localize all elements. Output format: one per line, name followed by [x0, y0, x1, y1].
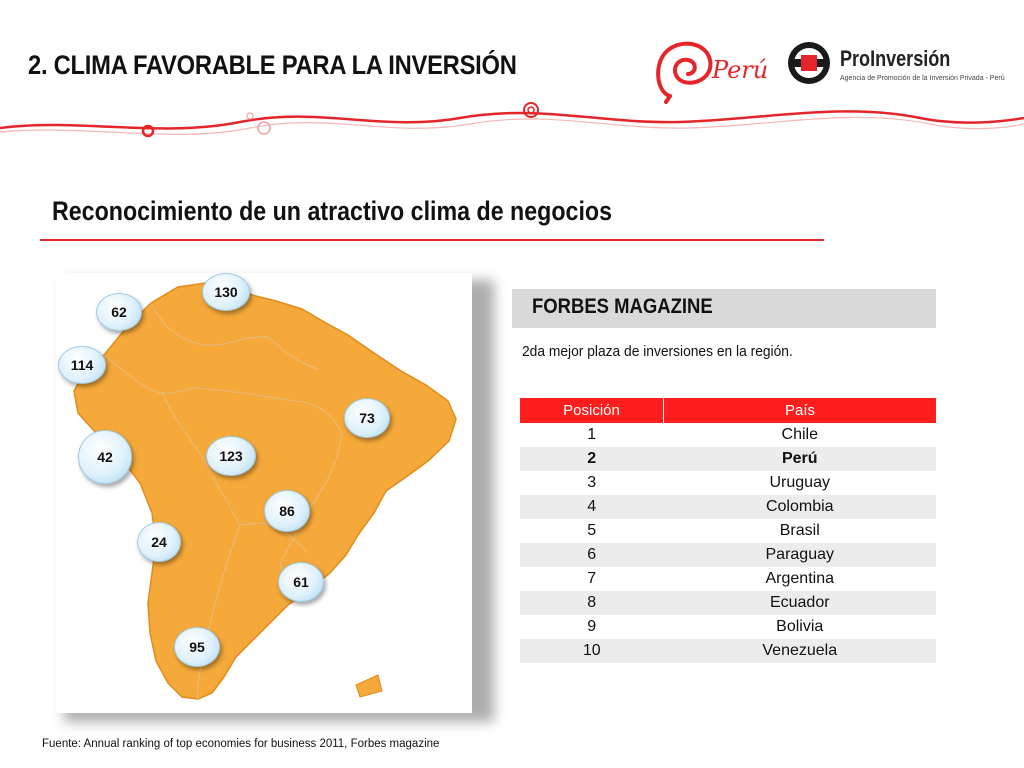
peru-brand-logo: Perú — [656, 41, 768, 104]
source-note: Fuente: Annual ranking of top economies … — [42, 738, 440, 750]
table-row: 4 Colombia — [520, 495, 936, 519]
table-header-country: País — [663, 398, 936, 423]
table-cell-position: 8 — [520, 591, 664, 615]
table-header-row: Posición País — [520, 398, 936, 423]
table-cell-country: Ecuador — [663, 591, 936, 615]
south-america-shape — [73, 280, 457, 700]
table-row: 3 Uruguay — [520, 471, 936, 495]
table-cell-country: Bolivia — [776, 618, 824, 635]
slide-title: 2. CLIMA FAVORABLE PARA LA INVERSIÓN — [28, 50, 517, 80]
table-cell-country: Paraguay — [663, 543, 936, 567]
south-america-map — [73, 280, 457, 700]
map-bubble-colombia: 62 — [96, 293, 142, 331]
table-cell-position: 3 — [587, 474, 597, 491]
section-heading: Reconocimiento de un atractivo clima de … — [52, 196, 612, 226]
table-cell-country: Venezuela — [663, 639, 936, 663]
map-bubble-venezuela: 130 — [202, 273, 250, 311]
header-wave-decoration — [0, 102, 1024, 138]
map-bubble-bolivia: 123 — [206, 436, 256, 476]
proinversion-subtitle: Agencia de Promoción de la Inversión Pri… — [840, 75, 1005, 82]
table-row: 5 Brasil — [520, 519, 936, 543]
table-cell-position: 7 — [587, 570, 597, 587]
table-row: 6 Paraguay — [520, 543, 936, 567]
table-cell-country: Colombia — [663, 495, 936, 519]
ranking-table: Posición País 1 Chile 2 Perú 3 Uruguay 4 Col… — [520, 398, 936, 663]
map-bubble-peru: 42 — [78, 430, 132, 484]
heading-underline — [40, 239, 824, 241]
table-cell-country: Argentina — [765, 570, 835, 587]
table-row: 7 Argentina — [520, 567, 936, 591]
table-cell-position: 9 — [587, 618, 597, 635]
proinversion-name: ProInversión — [840, 46, 951, 71]
peru-logo-text: Perú — [711, 56, 768, 84]
table-row: 9 Bolivia — [520, 615, 936, 639]
map-bubble-chile: 24 — [137, 522, 181, 562]
forbes-title-box: FORBES MAGAZINE — [512, 289, 936, 328]
map-bubble-argentina: 95 — [174, 627, 220, 667]
map-bubble-paraguay: 86 — [264, 490, 310, 532]
table-cell-country: Brasil — [779, 522, 820, 539]
table-row: 2 Perú — [520, 447, 936, 471]
table-cell-position: 2 — [520, 447, 664, 471]
proinversion-logo: ProInversión Agencia de Promoción de la … — [786, 40, 1005, 90]
table-cell-position: 1 — [587, 426, 597, 443]
map-bubble-uruguay: 61 — [278, 562, 324, 602]
table-row: 8 Ecuador — [520, 591, 936, 615]
table-cell-position: 4 — [520, 495, 664, 519]
map-bubble-brasil: 73 — [344, 398, 390, 438]
table-cell-country: Chile — [781, 426, 818, 443]
table-cell-country: Perú — [663, 447, 936, 471]
table-row: 10 Venezuela — [520, 639, 936, 663]
table-cell-position: 10 — [520, 639, 664, 663]
table-header-position: Posición — [520, 398, 664, 423]
table-cell-position: 6 — [520, 543, 664, 567]
proinversion-emblem-icon — [788, 42, 830, 84]
forbes-description: 2da mejor plaza de inversiones en la reg… — [522, 343, 793, 360]
table-cell-country: Uruguay — [769, 474, 830, 491]
country-borders — [103, 302, 343, 700]
map-bubble-ecuador: 114 — [58, 346, 106, 384]
table-cell-position: 5 — [587, 522, 597, 539]
forbes-title: FORBES MAGAZINE — [532, 295, 713, 318]
table-row: 1 Chile — [520, 423, 936, 447]
